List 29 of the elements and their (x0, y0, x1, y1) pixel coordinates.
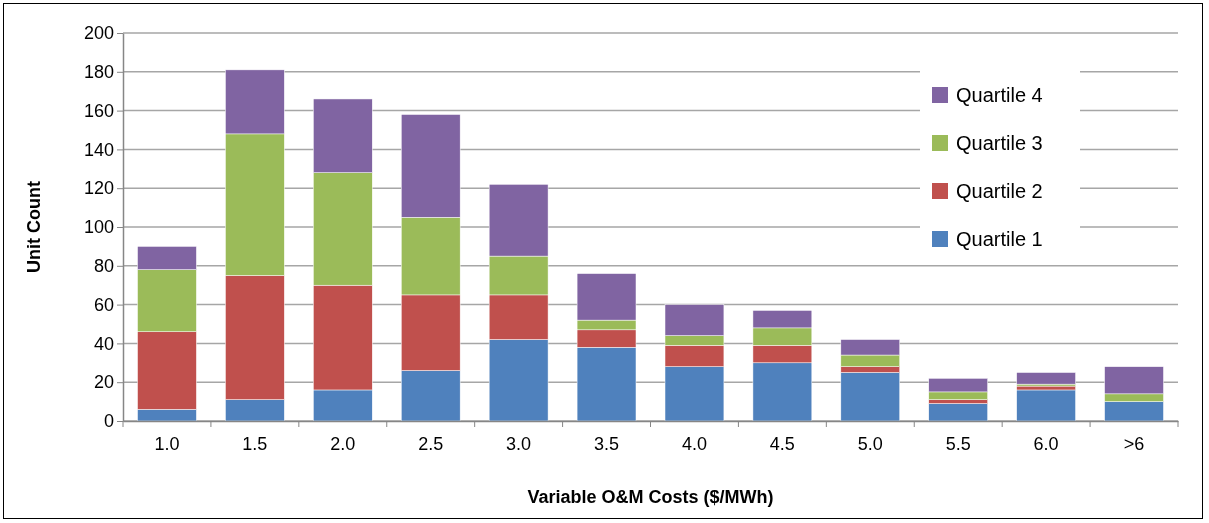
y-axis-title: Unit Count (24, 181, 44, 273)
legend-label: Quartile 4 (956, 84, 1043, 106)
y-tick-label: 160 (83, 100, 114, 121)
y-tick-label: 60 (93, 294, 114, 315)
y-tick-label: 200 (83, 23, 114, 44)
x-tick-label: 4.0 (681, 433, 707, 454)
x-axis-title: Variable O&M Costs ($/MWh) (527, 487, 774, 507)
x-tick-label: 5.5 (945, 433, 971, 454)
y-tick-label: 80 (93, 256, 114, 277)
x-tick-label: 2.0 (330, 433, 356, 454)
y-tick-label: 100 (83, 217, 114, 238)
x-tick-label: >6 (1123, 433, 1145, 454)
legend-label: Quartile 3 (956, 132, 1043, 154)
x-tick-label: 6.0 (1033, 433, 1059, 454)
x-tick-label: 3.5 (594, 433, 620, 454)
x-tick-label: 2.5 (418, 433, 444, 454)
y-tick-label: 140 (83, 139, 114, 160)
y-tick-label: 20 (93, 372, 114, 393)
y-tick-label: 0 (103, 411, 114, 432)
y-tick-label: 40 (93, 333, 114, 354)
legend-label: Quartile 2 (956, 180, 1043, 202)
legend-label: Quartile 1 (956, 228, 1043, 250)
x-tick-label: 3.0 (506, 433, 532, 454)
y-tick-label: 180 (83, 62, 114, 83)
y-tick-label: 120 (83, 178, 114, 199)
x-tick-label: 5.0 (857, 433, 883, 454)
x-tick-label: 1.0 (154, 433, 180, 454)
x-tick-label: 1.5 (242, 433, 268, 454)
x-tick-label: 4.5 (769, 433, 795, 454)
